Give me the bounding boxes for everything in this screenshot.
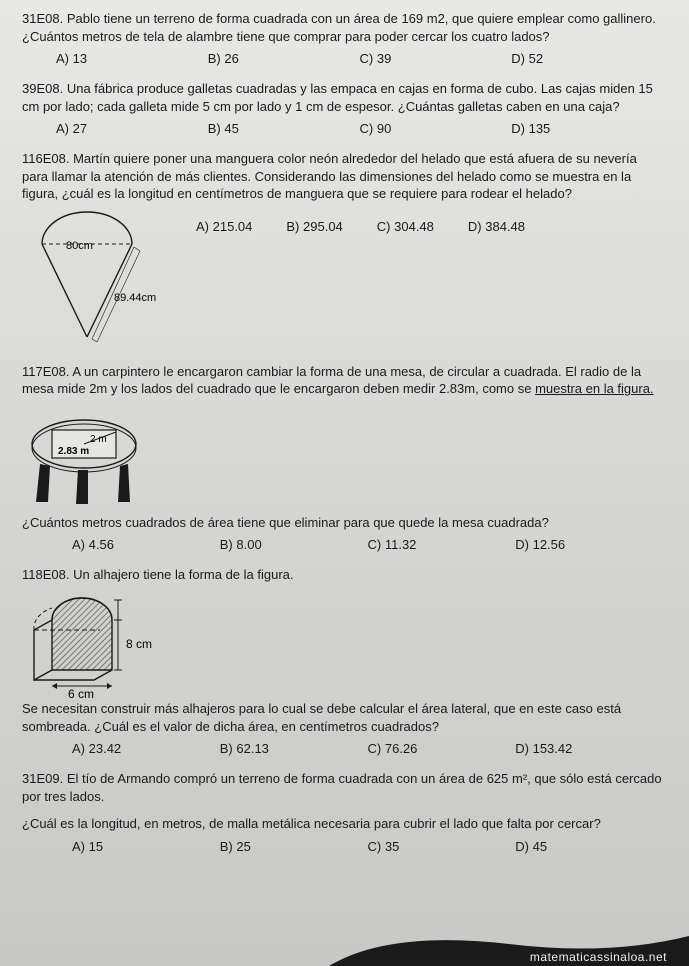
problem-id: 31E09. bbox=[22, 771, 63, 786]
option-c: C) 39 bbox=[360, 51, 512, 66]
option-b: B) 26 bbox=[208, 51, 360, 66]
problem-117E08: 117E08. A un carpintero le encargaron ca… bbox=[22, 363, 663, 553]
height-label: 8 cm bbox=[126, 637, 152, 651]
problem-text-2: ¿Cuántos metros cuadrados de área tiene … bbox=[22, 514, 663, 532]
problem-116E08: 116E08. Martín quiere poner una manguera… bbox=[22, 150, 663, 349]
option-c-value: 35 bbox=[385, 839, 399, 854]
option-c-value: 76.26 bbox=[385, 741, 418, 756]
problem-31E09: 31E09. El tío de Armando compró un terre… bbox=[22, 770, 663, 854]
problem-text: 116E08. Martín quiere poner una manguera… bbox=[22, 150, 663, 203]
table-figure: 2 m 2.83 m bbox=[22, 404, 663, 514]
option-a: A) 4.56 bbox=[72, 537, 220, 552]
problem-id: 31E08. bbox=[22, 11, 63, 26]
problem-body: Martín quiere poner una manguera color n… bbox=[22, 151, 637, 201]
option-d: D) 45 bbox=[515, 839, 663, 854]
option-b: B) 8.00 bbox=[220, 537, 368, 552]
problem-body: Una fábrica produce galletas cuadradas y… bbox=[22, 81, 653, 114]
option-b-value: 45 bbox=[224, 121, 238, 136]
option-c-value: 90 bbox=[377, 121, 391, 136]
option-b-value: 295.04 bbox=[303, 219, 343, 234]
problem-body: El tío de Armando compró un terreno de f… bbox=[22, 771, 662, 804]
option-a: A) 23.42 bbox=[72, 741, 220, 756]
option-a: A) 215.04 bbox=[196, 219, 252, 234]
side-label: 89.44cm bbox=[114, 292, 156, 304]
option-a-value: 23.42 bbox=[89, 741, 122, 756]
option-a: A) 27 bbox=[56, 121, 208, 136]
problem-id: 39E08. bbox=[22, 81, 63, 96]
problem-text-2: ¿Cuál es la longitud, en metros, de mall… bbox=[22, 815, 663, 833]
footer-url: matematicassinaloa.net bbox=[530, 950, 667, 964]
options-row: A) 15 B) 25 C) 35 D) 45 bbox=[22, 839, 663, 854]
problem-text: 31E09. El tío de Armando compró un terre… bbox=[22, 770, 663, 805]
option-d-value: 12.56 bbox=[533, 537, 566, 552]
base-label: 6 cm bbox=[68, 687, 94, 700]
diameter-label: 80cm bbox=[66, 240, 93, 252]
options-row: A) 23.42 B) 62.13 C) 76.26 D) 153.42 bbox=[22, 741, 663, 756]
problem-text-2: Se necesitan construir más alhajeros par… bbox=[22, 700, 663, 735]
problem-text: 117E08. A un carpintero le encargaron ca… bbox=[22, 363, 663, 398]
option-b-value: 62.13 bbox=[236, 741, 269, 756]
problem-text: 39E08. Una fábrica produce galletas cuad… bbox=[22, 80, 663, 115]
problem-body: Un alhajero tiene la forma de la figura. bbox=[73, 567, 293, 582]
options-row: A) 13 B) 26 C) 39 D) 52 bbox=[22, 51, 663, 66]
problem-31E08: 31E08. Pablo tiene un terreno de forma c… bbox=[22, 10, 663, 66]
worksheet-page: 31E08. Pablo tiene un terreno de forma c… bbox=[0, 0, 689, 966]
figure-row: 80cm 89.44cm A) 215.04 B) 295.04 C) 304.… bbox=[22, 209, 663, 349]
problem-id: 118E08. bbox=[22, 567, 69, 582]
problem-39E08: 39E08. Una fábrica produce galletas cuad… bbox=[22, 80, 663, 136]
option-a-value: 15 bbox=[89, 839, 103, 854]
problem-text: 31E08. Pablo tiene un terreno de forma c… bbox=[22, 10, 663, 45]
option-d-value: 135 bbox=[529, 121, 551, 136]
option-a-value: 4.56 bbox=[89, 537, 114, 552]
option-d: D) 12.56 bbox=[515, 537, 663, 552]
option-b: B) 25 bbox=[220, 839, 368, 854]
option-c: C) 11.32 bbox=[368, 537, 516, 552]
option-d: D) 135 bbox=[511, 121, 663, 136]
option-d: D) 153.42 bbox=[515, 741, 663, 756]
options-row: A) 4.56 B) 8.00 C) 11.32 D) 12.56 bbox=[22, 537, 663, 552]
option-d: D) 384.48 bbox=[468, 219, 525, 234]
option-c-value: 39 bbox=[377, 51, 391, 66]
problem-id: 117E08. bbox=[22, 364, 69, 379]
option-d-value: 52 bbox=[529, 51, 543, 66]
option-c: C) 90 bbox=[360, 121, 512, 136]
option-b-value: 25 bbox=[236, 839, 250, 854]
option-d-value: 45 bbox=[533, 839, 547, 854]
option-d-value: 384.48 bbox=[485, 219, 525, 234]
option-a: A) 15 bbox=[72, 839, 220, 854]
option-a: A) 13 bbox=[56, 51, 208, 66]
option-b-value: 26 bbox=[224, 51, 238, 66]
problem-text: 118E08. Un alhajero tiene la forma de la… bbox=[22, 566, 663, 584]
option-d: D) 52 bbox=[511, 51, 663, 66]
option-a-value: 13 bbox=[73, 51, 87, 66]
option-c: C) 304.48 bbox=[377, 219, 434, 234]
option-b: B) 62.13 bbox=[220, 741, 368, 756]
side-label: 2.83 m bbox=[58, 446, 89, 457]
problem-id: 116E08. bbox=[22, 151, 69, 166]
ice-cream-cone-figure: 80cm 89.44cm bbox=[22, 209, 172, 349]
option-c: C) 76.26 bbox=[368, 741, 516, 756]
option-a-value: 27 bbox=[73, 121, 87, 136]
option-a-value: 215.04 bbox=[213, 219, 253, 234]
problem-118E08: 118E08. Un alhajero tiene la forma de la… bbox=[22, 566, 663, 756]
option-d-value: 153.42 bbox=[533, 741, 573, 756]
option-c: C) 35 bbox=[368, 839, 516, 854]
problem-body-underlined: muestra en la figura. bbox=[535, 381, 654, 396]
half-cylinder-figure: 8 cm 6 cm bbox=[22, 590, 663, 700]
radius-label: 2 m bbox=[90, 434, 107, 445]
options-row: A) 215.04 B) 295.04 C) 304.48 D) 384.48 bbox=[196, 219, 663, 234]
problem-body: Pablo tiene un terreno de forma cuadrada… bbox=[22, 11, 656, 44]
options-row: A) 27 B) 45 C) 90 D) 135 bbox=[22, 121, 663, 136]
option-b: B) 45 bbox=[208, 121, 360, 136]
option-c-value: 304.48 bbox=[394, 219, 434, 234]
option-c-value: 11.32 bbox=[385, 537, 417, 552]
option-b-value: 8.00 bbox=[236, 537, 261, 552]
option-b: B) 295.04 bbox=[286, 219, 342, 234]
options-container: A) 215.04 B) 295.04 C) 304.48 D) 384.48 bbox=[196, 209, 663, 234]
